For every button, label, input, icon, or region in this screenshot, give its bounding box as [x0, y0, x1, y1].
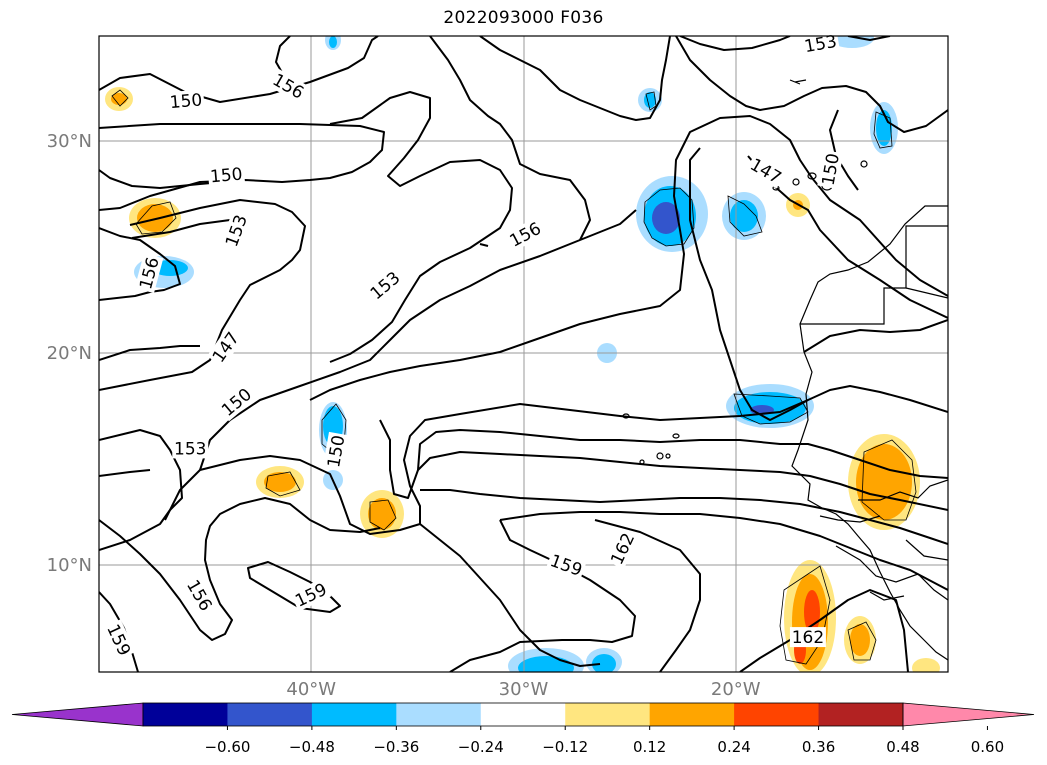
contour-label-group: 150: [207, 163, 246, 188]
colorbar-frame: [142, 702, 904, 727]
contour-label-group: 147: [207, 326, 245, 368]
colorbar-extend-left: [11, 702, 144, 727]
contour-label-group: 162: [605, 528, 640, 570]
contour-label: 150: [218, 385, 256, 421]
lat-label-30n: 30°N: [46, 131, 92, 152]
contour-label-bg: [322, 431, 349, 471]
contour-label: 150: [819, 152, 844, 187]
shading-outlines: [111, 89, 917, 665]
negative-anomaly-blob: [325, 36, 341, 50]
contour-label-bg: [745, 153, 787, 189]
colorbar-tick-label: −0.24: [457, 738, 504, 756]
contour-label-bg: [172, 438, 209, 459]
contour-label-bg: [267, 68, 309, 104]
positive-anomaly-blob: [105, 87, 133, 111]
lon-label-30w: 30°W: [498, 679, 549, 700]
colorbar: [11, 702, 1035, 730]
contour-label-bg: [545, 549, 587, 581]
contour-label-bg: [789, 627, 826, 648]
contour-label-bg: [216, 382, 257, 422]
colorbar-segment: [227, 703, 313, 726]
colorbar-tick-label: −0.48: [288, 738, 335, 756]
contour-label-group: 153: [801, 30, 840, 57]
coastline: [622, 79, 948, 661]
contour-label-bg: [181, 574, 218, 616]
lon-label-20w: 20°W: [710, 679, 761, 700]
colorbar-tick-label: 0.36: [801, 738, 836, 756]
colorbar-segment: [818, 703, 904, 726]
contour-label-group: 150: [817, 149, 844, 189]
contour-label: 153: [222, 212, 252, 249]
contour-label-group: 150: [167, 89, 205, 113]
colorbar-segment: [480, 703, 566, 726]
contour-label-group: 156: [134, 253, 164, 294]
shaded-field: [105, 36, 940, 672]
lat-label-20n: 20°N: [46, 343, 92, 364]
colorbar-tick-label: 0.24: [717, 738, 751, 756]
colorbar-tick-label: −0.12: [542, 738, 589, 756]
contour-label: 162: [792, 628, 824, 648]
contour-label-group: 159: [545, 549, 587, 581]
map-frame: [98, 35, 949, 673]
contour-label-group: 153: [172, 438, 209, 459]
colorbar-tick-label: 0.12: [632, 738, 667, 756]
contour-label: 150: [209, 165, 243, 188]
colorbar-tick-label: −0.36: [373, 738, 420, 756]
contour-label-bg: [364, 266, 406, 305]
contour-label: 153: [367, 268, 405, 304]
map-title: 2022093000 F036: [443, 8, 604, 28]
contour-label-bg: [167, 89, 205, 113]
negative-anomaly-blob: [636, 176, 708, 252]
positive-anomaly-blob: [129, 198, 181, 238]
colorbar-tick-label: −0.60: [204, 738, 251, 756]
contour-label-group: 156: [504, 217, 546, 252]
colorbar-segment: [143, 703, 228, 726]
contour-label-bg: [817, 149, 844, 189]
contour-label-bg: [134, 253, 164, 294]
contour-label-group: 153: [220, 210, 252, 252]
contour-label-bg: [102, 619, 136, 661]
contour-label-bg: [801, 30, 840, 57]
contour-label-bg: [220, 210, 252, 252]
positive-anomaly-blob: [912, 658, 940, 672]
height-contours: [99, 36, 948, 672]
contour-label: 153: [174, 439, 206, 459]
negative-anomaly-blob: [726, 384, 814, 428]
positive-anomaly-blob: [848, 434, 920, 530]
colorbar-extend-right: [902, 702, 1035, 727]
colorbar-segment: [734, 703, 820, 726]
colorbar-tick-label: 0.60: [970, 738, 1005, 756]
negative-anomaly-blob: [722, 192, 766, 240]
lon-label-40w: 40°W: [286, 679, 337, 700]
contour-label: 159: [547, 551, 584, 581]
contour-label: 150: [324, 434, 349, 469]
colorbar-segment: [649, 703, 735, 726]
contour-label-group: 159: [102, 619, 136, 661]
colorbar-segment: [565, 703, 651, 726]
colorbar-segment: [396, 703, 482, 726]
contour-label-group: 153: [364, 266, 406, 305]
contour-label-bg: [207, 163, 246, 187]
contour-label-bg: [207, 326, 245, 368]
contour-label: 150: [169, 90, 203, 113]
colorbar-tick-label: 0.48: [886, 738, 920, 756]
map-gridlines: [99, 36, 948, 672]
contour-label-group: 162: [789, 627, 826, 648]
contour-label-group: 156: [267, 68, 309, 104]
contour-label-bg: [605, 528, 640, 570]
contour-label-bg: [504, 217, 546, 252]
lat-label-10n: 10°N: [46, 555, 92, 576]
colorbar-segment: [311, 703, 397, 726]
contour-label-bg: [290, 578, 332, 612]
positive-anomaly-blob: [256, 466, 304, 498]
